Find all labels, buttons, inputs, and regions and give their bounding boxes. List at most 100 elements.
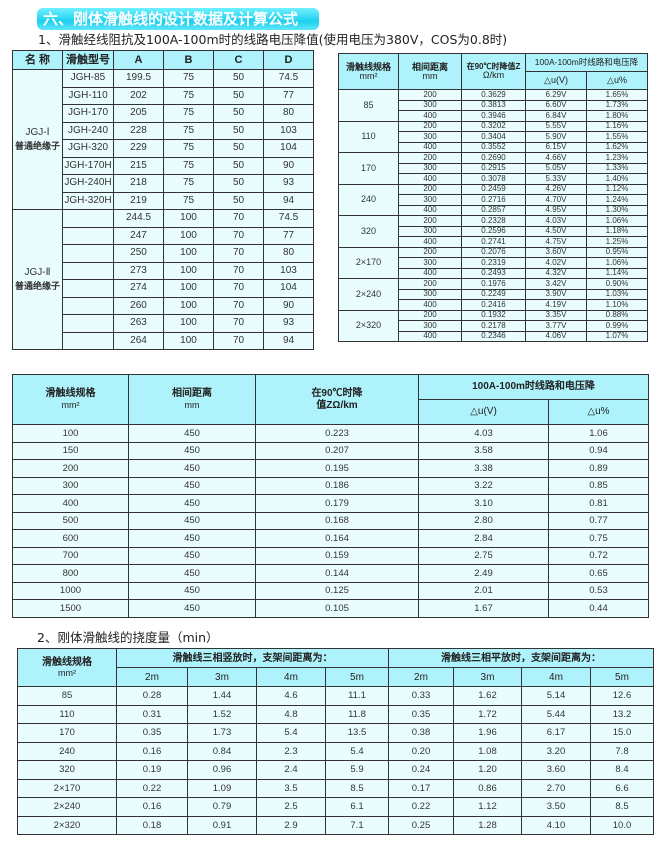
d-cell: 103	[263, 121, 314, 140]
table-row: 273 100 70 103	[13, 261, 314, 280]
impedance-cell: 0.3946	[461, 110, 526, 122]
deflection-cell: 0.18	[116, 815, 188, 835]
d-cell: 104	[263, 279, 314, 298]
deflection-cell: 0.24	[388, 760, 454, 780]
b-cell: 75	[163, 139, 214, 158]
table-row: 170 200 0.2690 4.66V 1.23%	[338, 152, 649, 185]
du-percent-cell: 1.10%	[585, 299, 649, 311]
du-volts-cell: 6.60V	[525, 99, 587, 111]
table-row: 400 0.2857 4.95V 1.30%	[339, 204, 649, 216]
deflection-cell: 0.38	[388, 723, 454, 743]
header-du-volts: △u(V)	[418, 399, 549, 425]
distance-cell: 300	[398, 257, 462, 269]
spec-cell: 2×170	[17, 778, 117, 798]
deflection-cell: 2.9	[256, 815, 326, 835]
distance-cell: 450	[128, 546, 256, 565]
deflection-cell: 6.1	[325, 797, 389, 817]
du-percent-cell: 1.03%	[585, 288, 649, 300]
c-cell: 70	[213, 279, 264, 298]
du-percent-cell: 1.24%	[585, 194, 649, 206]
a-cell: 218	[113, 174, 164, 193]
header-impedance-unit: Ω/km	[482, 70, 505, 80]
deflection-cell: 0.33	[388, 686, 454, 706]
distance-cell: 200	[398, 278, 462, 290]
deflection-cell: 13.5	[325, 723, 389, 743]
distance-cell: 300	[398, 162, 462, 174]
header-b: B	[163, 50, 214, 70]
spec-cell: 85	[17, 686, 117, 706]
du-volts-cell: 4.03V	[525, 215, 587, 227]
c-cell: 70	[213, 296, 264, 315]
du-volts-cell: 4.06V	[525, 330, 587, 342]
spec-cell: 320	[338, 215, 399, 248]
model-cell	[62, 261, 114, 280]
header-spec-unit: mm²	[58, 667, 76, 678]
spec-cell: 240	[338, 183, 399, 216]
table-row: 2×170 200 0.2076 3.60V 0.95%	[338, 246, 649, 279]
impedance-cell: 0.168	[255, 511, 419, 530]
header-spec: 滑触线规格 mm²	[17, 648, 117, 687]
distance-cell: 450	[128, 441, 256, 460]
deflection-cell: 1.12	[453, 797, 522, 817]
du-percent-cell: 0.72	[548, 546, 649, 565]
impedance-cell: 0.223	[255, 424, 419, 443]
d-cell: 74.5	[263, 209, 314, 228]
table-row: 274 100 70 104	[13, 279, 314, 298]
model-cell	[62, 314, 114, 333]
table-row: 400 0.3552 6.15V 1.62%	[339, 141, 649, 153]
distance-cell: 200	[398, 215, 462, 227]
deflection-cell: 15.0	[590, 723, 654, 743]
deflection-cell: 4.6	[256, 686, 326, 706]
deflection-cell: 0.19	[116, 760, 188, 780]
header-spec-label: 滑触线规格	[45, 388, 96, 399]
table-row: 1000 450 0.125 2.01 0.53	[12, 581, 649, 600]
impedance-cell: 0.3404	[461, 131, 526, 143]
deflection-cell: 0.16	[116, 797, 188, 817]
header-c: C	[213, 50, 264, 70]
impedance-cell: 0.125	[255, 581, 419, 600]
du-percent-cell: 1.06%	[585, 215, 649, 227]
du-volts-cell: 2.80	[418, 511, 549, 530]
deflection-cell: 0.79	[187, 797, 257, 817]
deflection-cell: 13.2	[590, 704, 654, 724]
distance-cell: 450	[128, 564, 256, 583]
du-volts-cell: 6.15V	[525, 141, 587, 153]
distance-cell: 200	[398, 183, 462, 195]
du-percent-cell: 1.55%	[585, 131, 649, 143]
du-volts-cell: 5.90V	[525, 131, 587, 143]
impedance-cell: 0.195	[255, 459, 419, 478]
spec-cell: 600	[12, 529, 129, 548]
table-row: 400 0.2741 4.75V 1.25%	[339, 236, 649, 248]
du-percent-cell: 1.40%	[585, 173, 649, 185]
table-row: 85 0.28 1.44 4.6 11.1 0.33 1.62 5.14 12.6	[17, 686, 654, 706]
du-volts-cell: 4.95V	[525, 204, 587, 216]
deflection-cell: 8.5	[325, 778, 389, 798]
table-row: 300 0.2319 4.02V 1.06%	[339, 257, 649, 269]
deflection-cell: 5.4	[256, 723, 326, 743]
deflection-cell: 3.60	[521, 760, 591, 780]
du-volts-cell: 4.75V	[525, 236, 587, 248]
spec-cell: 170	[338, 152, 399, 185]
b-cell: 75	[163, 174, 214, 193]
deflection-cell: 7.8	[590, 741, 654, 761]
du-percent-cell: 1.30%	[585, 204, 649, 216]
table-row: 300 0.2915 5.05V 1.33%	[339, 162, 649, 174]
distance-cell: 300	[398, 288, 462, 300]
header-impedance-label: 在90℃时降	[311, 388, 363, 399]
distance-cell: 200	[398, 120, 462, 132]
deflection-cell: 0.16	[116, 741, 188, 761]
table-row: 170 0.35 1.73 5.4 13.5 0.38 1.96 6.17 15.0	[17, 723, 654, 743]
impedance-cell: 0.2346	[461, 330, 526, 342]
b-cell: 100	[163, 314, 214, 333]
du-percent-cell: 1.65%	[585, 89, 649, 101]
du-volts-cell: 5.55V	[525, 120, 587, 132]
impedance-cell: 0.3078	[461, 173, 526, 185]
du-percent-cell: 0.89	[548, 459, 649, 478]
distance-cell: 450	[128, 599, 256, 618]
b-cell: 75	[163, 104, 214, 123]
deflection-cell: 2.4	[256, 760, 326, 780]
c-cell: 50	[213, 174, 264, 193]
du-volts-cell: 4.50V	[525, 225, 587, 237]
b-cell: 75	[163, 156, 214, 175]
